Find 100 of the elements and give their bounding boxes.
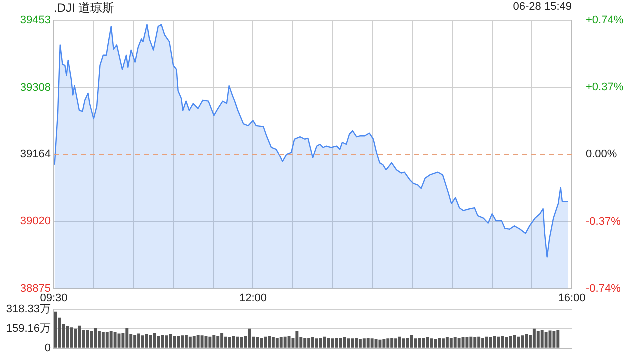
bar [312, 337, 314, 348]
bar [442, 338, 445, 348]
bar [66, 326, 70, 348]
bar [394, 338, 398, 348]
y-tick-label: 39453 [20, 14, 51, 27]
bar [102, 332, 105, 348]
bar [212, 334, 216, 348]
bar [181, 336, 184, 348]
bar [347, 338, 350, 348]
bar [114, 332, 117, 348]
bar [256, 337, 260, 348]
bar [264, 336, 268, 348]
bar [296, 331, 299, 348]
bar [355, 338, 358, 348]
y-tick-label: 39308 [20, 82, 51, 94]
bar [382, 339, 386, 348]
bar [513, 334, 516, 348]
bar [540, 330, 544, 348]
bar [489, 337, 492, 348]
bar [184, 334, 188, 348]
bar [177, 336, 180, 348]
bar [240, 337, 244, 348]
y2-tick-label: +0.74% [586, 14, 624, 27]
bar [200, 336, 204, 348]
bar [438, 338, 442, 348]
bar [501, 336, 504, 348]
y2-tick-label: +0.37% [586, 82, 624, 94]
bar [284, 336, 287, 348]
bar [335, 338, 338, 348]
y-tick-label: 39020 [20, 216, 51, 228]
bar [362, 338, 366, 348]
bar [110, 331, 113, 348]
bar [470, 336, 473, 348]
bar [552, 331, 556, 348]
bar [493, 336, 496, 348]
bar [98, 331, 101, 348]
bar [82, 330, 86, 348]
y2-tick-label: -0.74% [586, 282, 622, 295]
bar [556, 330, 560, 348]
bar [149, 334, 152, 348]
y-tick-label: 38875 [20, 282, 51, 295]
bar [544, 332, 548, 348]
bar [446, 337, 449, 348]
bar [280, 337, 283, 348]
bar [426, 337, 430, 348]
bar [422, 338, 426, 348]
bar [414, 338, 418, 348]
bar [260, 338, 264, 348]
bar [517, 336, 520, 348]
bar [366, 338, 370, 348]
bar [272, 337, 275, 348]
bar [288, 336, 291, 348]
bar [304, 338, 307, 348]
bar [474, 337, 477, 348]
bar [315, 338, 318, 348]
bar [351, 338, 354, 348]
bar [192, 336, 196, 348]
bar [165, 336, 168, 348]
x-tick-label: 09:30 [40, 292, 68, 304]
y-tick-label: 159.16万 [6, 323, 51, 336]
bar [78, 326, 82, 348]
bar [196, 334, 200, 348]
bar [331, 338, 334, 348]
bar [106, 332, 109, 348]
text: 06-28 15:49 [513, 1, 572, 13]
bar [54, 312, 58, 348]
bar [402, 338, 406, 348]
bar [228, 337, 232, 348]
bar [358, 339, 362, 348]
bar [90, 331, 94, 348]
y-tick-label: 0 [44, 342, 51, 354]
bar [406, 338, 410, 348]
x-tick-label: 16:00 [558, 292, 586, 304]
bar [370, 338, 374, 348]
bar [525, 334, 528, 348]
bar [482, 338, 485, 348]
y-tick-label: 318.33万 [6, 304, 51, 316]
bar [268, 336, 271, 348]
bar [390, 338, 394, 348]
bar [378, 340, 382, 348]
bar [536, 331, 540, 348]
bar [86, 330, 90, 348]
bar [327, 338, 330, 348]
bar [236, 336, 240, 348]
bar [169, 334, 172, 348]
bar [153, 333, 156, 348]
bar [319, 338, 322, 348]
bar [216, 336, 220, 348]
y2-tick-label: 0.00% [586, 148, 618, 161]
bar [145, 334, 148, 348]
bar [410, 334, 414, 348]
bar [126, 328, 129, 348]
bar [521, 336, 524, 348]
bar [343, 337, 346, 348]
bar [276, 338, 279, 348]
bar [466, 337, 469, 348]
bar [232, 336, 236, 348]
x-tick-label: 12:00 [239, 292, 267, 304]
bar [458, 338, 461, 348]
bar [374, 339, 378, 348]
